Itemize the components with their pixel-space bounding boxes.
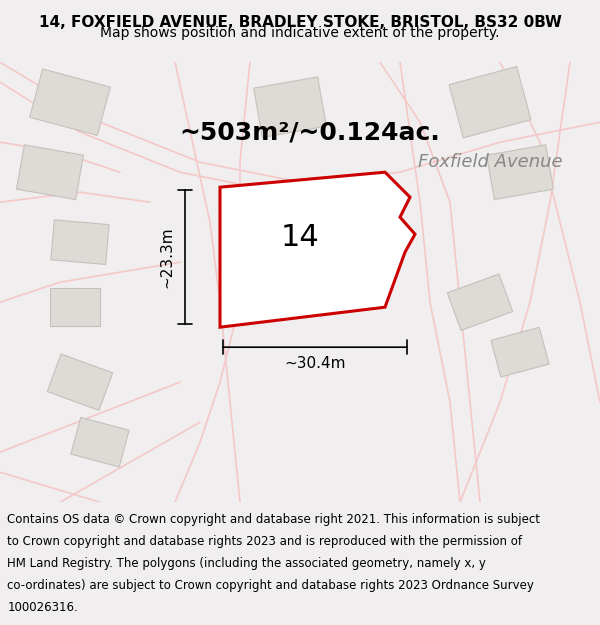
Bar [487, 145, 553, 199]
Bar [47, 354, 113, 411]
Bar [254, 77, 326, 138]
Bar [449, 67, 531, 138]
Text: Map shows position and indicative extent of the property.: Map shows position and indicative extent… [100, 26, 500, 39]
Bar [71, 418, 129, 467]
Text: HM Land Registry. The polygons (including the associated geometry, namely x, y: HM Land Registry. The polygons (includin… [7, 557, 486, 570]
Text: 14, FOXFIELD AVENUE, BRADLEY STOKE, BRISTOL, BS32 0BW: 14, FOXFIELD AVENUE, BRADLEY STOKE, BRIS… [38, 16, 562, 31]
Text: to Crown copyright and database rights 2023 and is reproduced with the permissio: to Crown copyright and database rights 2… [7, 535, 522, 548]
Bar [17, 145, 83, 199]
Polygon shape [248, 188, 370, 288]
Bar [50, 288, 100, 326]
Text: ~30.4m: ~30.4m [284, 356, 346, 371]
Text: ~23.3m: ~23.3m [160, 226, 175, 288]
Polygon shape [220, 173, 415, 328]
Text: Foxfield Avenue: Foxfield Avenue [418, 153, 562, 171]
Text: ~503m²/~0.124ac.: ~503m²/~0.124ac. [179, 120, 440, 144]
Bar [51, 220, 109, 264]
Text: Contains OS data © Crown copyright and database right 2021. This information is : Contains OS data © Crown copyright and d… [7, 513, 540, 526]
Text: 14: 14 [281, 222, 319, 252]
Text: co-ordinates) are subject to Crown copyright and database rights 2023 Ordnance S: co-ordinates) are subject to Crown copyr… [7, 579, 534, 592]
Bar [30, 69, 110, 136]
Bar [491, 328, 549, 377]
Bar [448, 274, 512, 331]
Text: 100026316.: 100026316. [7, 601, 78, 614]
